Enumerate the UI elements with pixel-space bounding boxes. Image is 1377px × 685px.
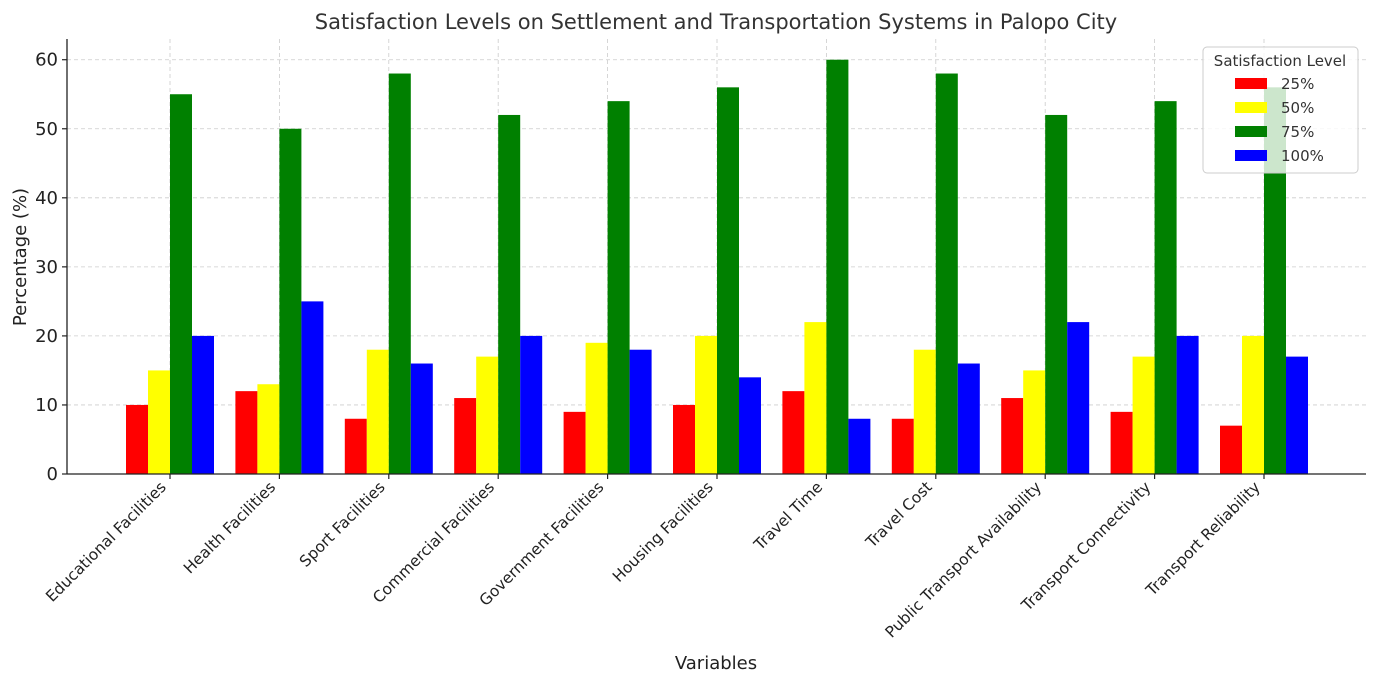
bar-100pct-3 — [520, 335, 543, 474]
legend-items: 25% 50% 75% 100% — [1235, 75, 1324, 165]
bar-25pct-0 — [126, 404, 148, 474]
bar-100pct-9 — [1176, 335, 1199, 474]
bar-25pct-7 — [891, 418, 914, 474]
x-tick-label: Transport Reliability — [1142, 478, 1264, 600]
y-axis-label: Percentage (%) — [10, 188, 31, 326]
bar-75pct-5 — [717, 87, 739, 474]
bar-75pct-2 — [388, 73, 411, 475]
chart-title: Satisfaction Levels on Settlement and Tr… — [315, 10, 1117, 34]
y-tick-label: 0 — [47, 464, 58, 485]
bar-50pct-5 — [695, 335, 717, 474]
bar-25pct-6 — [782, 391, 805, 474]
bar-100pct-0 — [192, 335, 214, 474]
bar-100pct-2 — [410, 363, 433, 474]
x-tick-label: Transport Connectivity — [1017, 478, 1154, 615]
legend-title: Satisfaction Level — [1214, 52, 1346, 70]
bar-75pct-10 — [1264, 87, 1286, 474]
bar-25pct-9 — [1110, 411, 1133, 474]
x-tick-label: Educational Facilities — [42, 478, 170, 606]
bar-100pct-1 — [301, 301, 324, 474]
legend-item: 25% — [1235, 75, 1314, 93]
bar-75pct-3 — [498, 114, 521, 474]
legend-label: 50% — [1281, 99, 1314, 117]
x-tick-label: Housing Facilities — [609, 478, 717, 586]
bar-50pct-10 — [1242, 335, 1264, 474]
bar-50pct-2 — [366, 349, 389, 474]
bar-50pct-7 — [913, 349, 936, 474]
bar-75pct-0 — [170, 94, 192, 474]
bars-layer — [126, 59, 1308, 475]
bar-100pct-8 — [1067, 322, 1090, 474]
legend-swatch — [1235, 126, 1267, 137]
bar-25pct-10 — [1220, 425, 1242, 474]
bar-25pct-1 — [235, 391, 258, 474]
bar-75pct-8 — [1045, 114, 1068, 474]
bar-25pct-8 — [1001, 398, 1024, 474]
bar-75pct-1 — [279, 128, 302, 474]
bar-75pct-9 — [1154, 101, 1177, 475]
y-tick-label: 40 — [35, 188, 58, 209]
x-tick-label: Sport Facilities — [296, 478, 389, 571]
legend-swatch — [1235, 150, 1267, 161]
x-tick-label: Commercial Facilities — [369, 478, 498, 607]
y-tick-label: 30 — [35, 257, 58, 278]
bar-100pct-10 — [1286, 356, 1308, 474]
bar-75pct-6 — [826, 59, 849, 474]
legend-item: 75% — [1235, 123, 1314, 141]
legend-label: 100% — [1281, 147, 1324, 165]
bar-100pct-4 — [629, 349, 652, 474]
legend-swatch — [1235, 78, 1267, 89]
bar-25pct-3 — [454, 398, 477, 474]
bar-50pct-0 — [148, 370, 170, 474]
legend-swatch — [1235, 102, 1267, 113]
bar-100pct-7 — [957, 363, 980, 474]
legend: Satisfaction Level 25% 50% 75% 100% — [1202, 46, 1359, 174]
bar-25pct-4 — [563, 411, 586, 474]
x-tick-labels: Educational Facilities Health Facilities S… — [42, 478, 1264, 641]
x-tick-label: Health Facilities — [180, 478, 279, 577]
bar-100pct-6 — [848, 418, 871, 474]
y-tick-label: 20 — [35, 326, 58, 347]
y-tick-label: 50 — [35, 119, 58, 140]
bar-25pct-2 — [344, 418, 367, 474]
bar-50pct-6 — [804, 322, 827, 474]
bar-75pct-4 — [607, 101, 630, 475]
bar-50pct-3 — [476, 356, 499, 474]
x-axis-label: Variables — [675, 653, 757, 674]
x-tick-label: Travel Time — [750, 478, 826, 554]
x-tick-label: Government Facilities — [476, 478, 608, 610]
bar-25pct-5 — [673, 404, 695, 474]
bar-75pct-7 — [935, 73, 958, 475]
axes-layer — [62, 39, 1366, 479]
legend-label: 25% — [1281, 75, 1314, 93]
bar-50pct-9 — [1132, 356, 1155, 474]
bar-100pct-5 — [739, 377, 761, 474]
bar-50pct-8 — [1023, 370, 1046, 474]
y-tick-label: 10 — [35, 395, 58, 416]
legend-item: 50% — [1235, 99, 1314, 117]
bar-50pct-4 — [585, 342, 608, 474]
legend-label: 75% — [1281, 123, 1314, 141]
y-tick-labels: 0 10 20 30 40 50 60 — [35, 50, 58, 485]
y-tick-label: 60 — [35, 50, 58, 71]
legend-item: 100% — [1235, 147, 1324, 165]
bar-50pct-1 — [257, 384, 280, 474]
x-tick-label: Travel Cost — [862, 478, 936, 552]
